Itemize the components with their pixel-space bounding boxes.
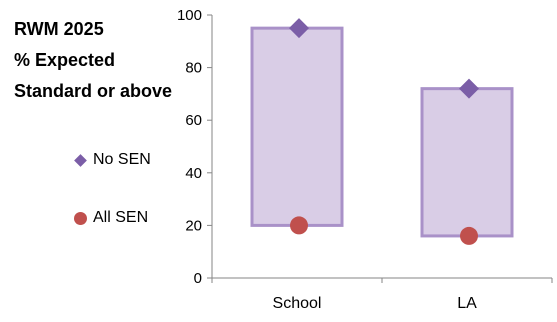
legend-item-no-sen: No SEN: [74, 151, 151, 169]
circle-marker-icon: [74, 211, 87, 225]
y-tick-label: 20: [185, 217, 202, 234]
x-category-label: LA: [457, 295, 477, 312]
chart-title-line-3: Standard or above: [14, 81, 173, 101]
legend-label-no-sen: No SEN: [93, 151, 151, 168]
y-tick-label: 0: [194, 270, 202, 287]
y-tick-label: 40: [185, 165, 202, 182]
no-sen-point: [459, 78, 479, 99]
y-tick-label: 80: [185, 60, 202, 77]
y-tick-label: 60: [185, 112, 202, 129]
all-sen-point: [290, 216, 308, 235]
all-sen-point: [460, 226, 478, 245]
range-bar: [250, 26, 344, 227]
y-tick-label: 100: [177, 7, 202, 24]
no-sen-point: [289, 18, 309, 39]
legend-item-all-sen: All SEN: [74, 209, 148, 227]
range-bar: [420, 87, 514, 238]
chart-title-line-2: % Expected: [14, 50, 116, 70]
legend-label-all-sen: All SEN: [93, 209, 149, 226]
x-category-label: School: [273, 295, 322, 312]
chart-title-line-1: RWM 2025: [14, 19, 104, 39]
